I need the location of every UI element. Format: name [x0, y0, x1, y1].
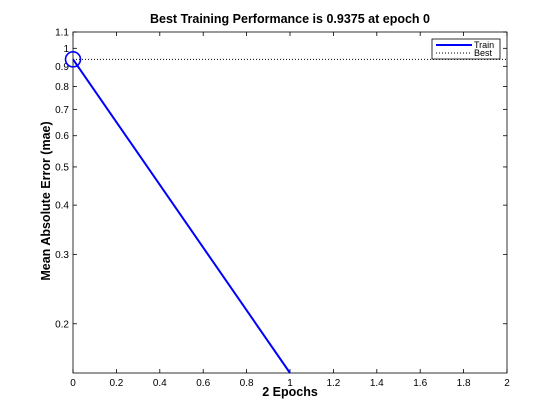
axes-box: [72, 31, 508, 374]
x-tick-label: 0: [70, 378, 76, 389]
y-tick-label: 0.3: [55, 250, 69, 261]
x-axis-label: 2 Epochs: [262, 385, 318, 399]
plot-area: 0 0.2 0.4 0.6 0.8 1 1.2 1.4 1.6 1.8 2 0.2 0.3 0.4 0.5 0…: [55, 28, 510, 390]
best-marker: [64, 51, 82, 68]
y-tick-label: 1.1: [55, 28, 69, 39]
x-tick-label: 1.2: [326, 378, 340, 389]
y-tick-label: 0.5: [55, 162, 69, 173]
x-tick-label: 2: [504, 378, 510, 389]
train-line: [72, 58, 291, 374]
y-tick-label: 1: [63, 44, 69, 55]
y-axis-label: Mean Absolute Error (mae): [39, 121, 53, 280]
x-tick-label: 0.2: [109, 378, 123, 389]
y-tick-label: 0.2: [55, 319, 69, 330]
x-tick-label: 0.6: [196, 378, 210, 389]
x-tick-label: 0.8: [240, 378, 254, 389]
x-tick-label: 1.8: [457, 378, 471, 389]
x-tick-label: 1.4: [370, 378, 384, 389]
legend-label: Best: [474, 48, 493, 58]
y-tick-label: 0.9: [55, 62, 69, 73]
y-tick-label: 0.4: [55, 201, 69, 212]
y-tick-label: 0.6: [55, 131, 69, 142]
x-tick-label: 1: [287, 378, 293, 389]
chart-title: Best Training Performance is 0.9375 at e…: [150, 12, 430, 26]
legend-label: Train: [474, 40, 494, 50]
x-tick-label: 0.4: [153, 378, 167, 389]
y-tick-label: 0.8: [55, 82, 69, 93]
y-tick-label: 0.7: [55, 105, 69, 116]
x-tick-label: 1.6: [413, 378, 427, 389]
